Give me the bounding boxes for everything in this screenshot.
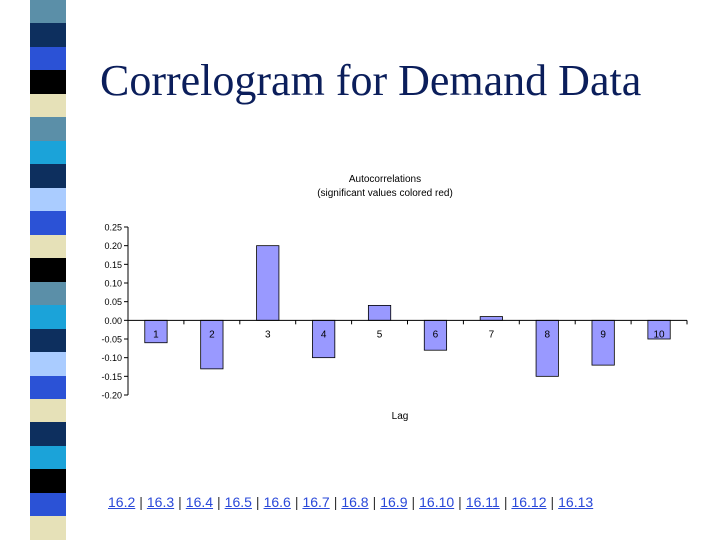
y-tick-label: -0.15 [101,372,122,382]
x-tick-label: 5 [377,329,383,340]
nav-separator: | [333,494,338,510]
bar-lag-3 [256,245,280,321]
strip-block [30,0,66,24]
strip-block [30,469,66,493]
nav-link-16-6[interactable]: 16.6 [263,494,291,510]
strip-block [30,187,66,212]
strip-block [30,445,66,470]
strip-block [30,211,66,235]
bar-lag-5 [367,304,392,321]
y-axis: 0.25 0.20 0.15 0.10 0.05 0.00 -0.05 -0.10 -0.15 -… [101,223,129,401]
nav-link-16-2[interactable]: 16.2 [108,494,136,510]
nav-link-16-4[interactable]: 16.4 [185,494,214,510]
nav-link-16-12[interactable]: 16.12 [511,494,547,510]
y-tick-label: 0.25 [104,223,122,233]
x-tick-label: 9 [600,329,606,340]
slide-navigation: 16.2 | 16.3 | 16.4 | 16.5 | 16.6 | 16.7 | 16.8 | 16.9 |… [108,494,593,510]
bar-lag-9 [591,319,615,366]
nav-separator: | [217,494,221,510]
strip-block [30,516,66,540]
x-axis: 1 2 3 4 5 6 7 8 9 10 [127,319,688,340]
strip-block [30,234,66,259]
x-tick-label: 7 [489,329,495,340]
x-tick-label: 4 [321,329,327,340]
y-tick-label: 0.15 [104,260,122,270]
nav-link-16-7[interactable]: 16.7 [302,494,330,510]
chart-title: Autocorrelations [349,174,421,185]
x-axis-label: Lag [392,411,409,422]
chart-subtitle: (significant values colored red) [317,188,453,199]
y-tick-label: -0.20 [101,391,122,401]
decorative-side-strip [30,0,66,540]
nav-separator: | [411,494,416,510]
nav-link-16-10[interactable]: 16.10 [419,494,455,510]
strip-block [30,70,66,94]
strip-block [30,258,66,282]
x-tick-label: 1 [153,329,159,340]
nav-separator: | [550,494,555,510]
correlogram-chart: Autocorrelations (significant values col… [90,165,700,425]
y-tick-label: -0.10 [101,353,122,363]
nav-link-16-13[interactable]: 16.13 [558,494,594,510]
nav-separator: | [178,494,182,510]
nav-link-16-8[interactable]: 16.8 [341,494,369,510]
nav-separator: | [294,494,299,510]
nav-separator: | [503,494,508,510]
x-tick-label: 2 [209,329,215,340]
x-tick-label: 3 [265,329,271,340]
strip-block [30,328,66,353]
strip-block [30,164,66,188]
x-tick-label: 10 [653,329,665,340]
strip-block [30,281,66,306]
nav-link-16-5[interactable]: 16.5 [224,494,252,510]
x-tick-label: 6 [433,329,439,340]
nav-link-16-9[interactable]: 16.9 [380,494,408,510]
strip-block [30,93,66,118]
strip-block [30,46,66,71]
strip-block [30,398,66,423]
strip-block [30,492,66,517]
bar-lag-2 [200,319,224,370]
slide-title: Correlogram for Demand Data [100,56,642,105]
y-tick-label: -0.05 [101,335,122,345]
nav-separator: | [139,494,143,510]
strip-block [30,352,66,376]
strip-block [30,140,66,165]
strip-block [30,117,66,141]
y-tick-label: 0.10 [104,279,122,289]
bars [144,245,671,377]
y-tick-label: 0.00 [104,316,122,326]
nav-separator: | [255,494,260,510]
nav-separator: | [458,494,462,510]
bar-lag-7 [479,316,503,321]
nav-link-16-3[interactable]: 16.3 [146,494,175,510]
nav-link-16-11[interactable]: 16.11 [465,494,500,510]
chart-svg: Autocorrelations (significant values col… [101,174,688,422]
strip-block [30,375,66,399]
strip-block [30,305,66,329]
y-tick-label: 0.05 [104,297,122,307]
x-tick-label: 8 [544,329,550,340]
y-tick-label: 0.20 [104,241,122,251]
strip-block [30,23,66,47]
nav-separator: | [372,494,377,510]
strip-block [30,422,66,446]
